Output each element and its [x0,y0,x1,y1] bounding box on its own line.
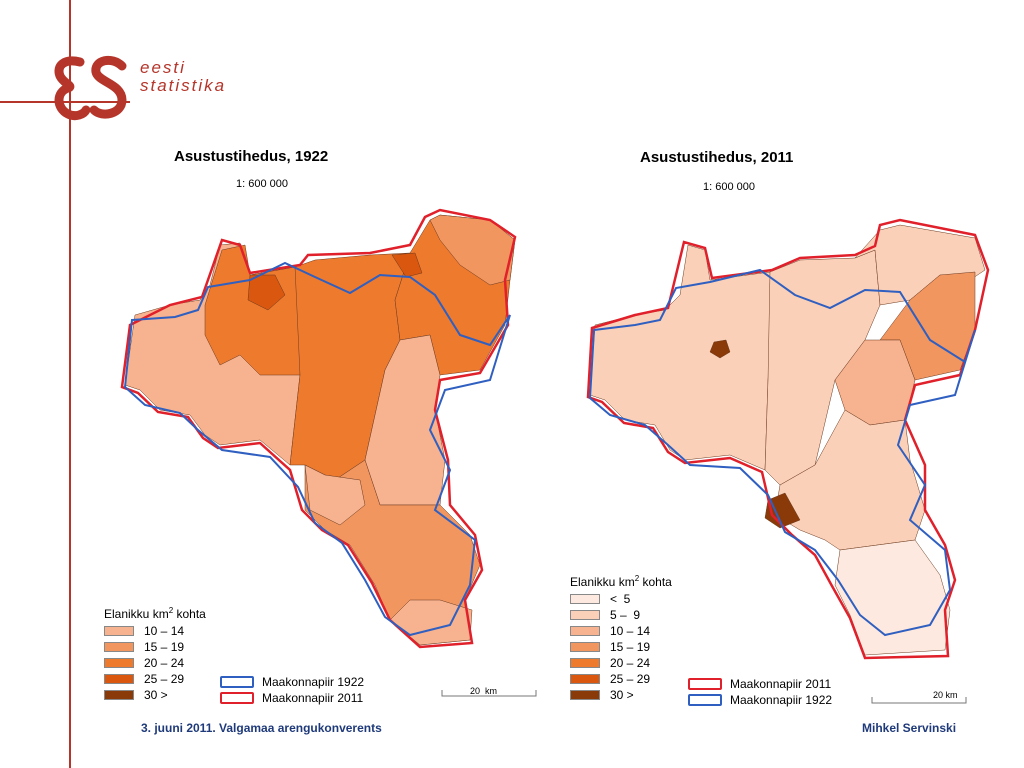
map-2011 [586,218,990,660]
map-left-title: Asustustihedus, 1922 [174,148,329,165]
legend-right-border-row: Maakonnapiir 2011 [688,676,832,692]
legend-left-title: Elanikku km2 kohta [104,606,206,621]
legend-left-class-label: 20 – 24 [144,656,185,670]
legend-right-class-label: 30 > [610,688,634,702]
scalebar-left [441,690,537,697]
scalebar-left-label: 20 km [470,686,498,696]
legend-left-border-swatch [220,676,254,688]
map-2011-region-west [589,244,776,471]
legend-right-border-label: Maakonnapiir 1922 [730,693,833,707]
legend-right: Elanikku km2 kohta < 5 5 – 9 10 – 14 15 – 1… [570,574,672,703]
legend-right-class-label: 10 – 14 [610,624,651,638]
map-left-scale: 1: 600 000 [236,178,288,190]
legend-right-class-label: 15 – 19 [610,640,651,654]
legend-right-class-swatch [570,642,600,652]
legend-right-class-row: 30 > [570,687,672,703]
legend-left-class-row: 25 – 29 [104,671,206,687]
scalebar-right [871,697,967,704]
legend-right-border-swatch [688,694,722,706]
legend-left-class-row: 30 > [104,687,206,703]
map-2011-region-southtip [834,539,951,656]
legend-right-borders: Maakonnapiir 2011 Maakonnapiir 1922 [688,676,832,708]
legend-left-class-swatch [104,626,134,636]
legend-right-border-label: Maakonnapiir 2011 [730,677,832,691]
legend-left-border-label: Maakonnapiir 2011 [262,691,364,705]
map-1922 [120,208,517,649]
map-2011-town-1 [709,339,731,359]
map-2011-border-1922 [588,268,976,637]
legend-right-classes: < 5 5 – 9 10 – 14 15 – 19 20 – 24 25 – 29 30 > [570,591,672,703]
map-1922-region-southtip [389,599,473,646]
map-right-scale: 1: 600 000 [703,181,755,193]
legend-left-class-label: 10 – 14 [144,624,185,638]
legend-right-class-swatch [570,658,600,668]
legend-right-class-row: 5 – 9 [570,607,672,623]
legend-right-class-swatch [570,610,600,620]
legend-right-class-row: 20 – 24 [570,655,672,671]
legend-left-class-row: 10 – 14 [104,623,206,639]
legend-left: Elanikku km2 kohta 10 – 14 15 – 19 20 – 24… [104,606,206,703]
map-1922-region-town2 [391,252,423,278]
legend-left-class-swatch [104,674,134,684]
legend-right-class-swatch [570,626,600,636]
map-right-title: Asustustihedus, 2011 [640,149,794,166]
legend-right-border-swatch [688,678,722,690]
legend-left-class-swatch [104,642,134,652]
legend-left-border-row: Maakonnapiir 1922 [220,674,364,690]
legend-left-border-swatch [220,692,254,704]
map-1922-region-southwest [304,464,366,526]
legend-left-class-row: 20 – 24 [104,655,206,671]
legend-right-class-row: 15 – 19 [570,639,672,655]
legend-right-class-row: 25 – 29 [570,671,672,687]
legend-right-border-row: Maakonnapiir 1922 [688,692,832,708]
map-1922-region-northeast [429,214,516,286]
legend-left-borders: Maakonnapiir 1922 Maakonnapiir 2011 [220,674,364,706]
legend-left-border-row: Maakonnapiir 2011 [220,690,364,706]
legend-left-border-label: Maakonnapiir 1922 [262,675,365,689]
legend-right-class-swatch [570,594,600,604]
footer-right: Mihkel Servinski [862,721,957,735]
legend-right-class-label: 20 – 24 [610,656,651,670]
legend-right-class-row: 10 – 14 [570,623,672,639]
legend-right-title: Elanikku km2 kohta [570,574,672,589]
logo-text-line2: statistika [140,76,227,95]
legend-left-class-label: 30 > [144,688,168,702]
frame-vertical-line [69,0,71,768]
map-2011-town-2 [764,492,801,529]
footer-left: 3. juuni 2011. Valgamaa arengukonverents [141,721,382,735]
legend-left-class-row: 15 – 19 [104,639,206,655]
legend-left-class-swatch [104,690,134,700]
legend-right-class-label: 5 – 9 [610,608,641,622]
scalebar-right-label: 20 km [933,690,958,700]
legend-right-class-swatch [570,674,600,684]
legend-right-class-label: < 5 [610,592,631,606]
es-logo-mark [54,55,127,121]
legend-right-class-row: < 5 [570,591,672,607]
legend-left-class-label: 25 – 29 [144,672,185,686]
map-1922-border-2011 [120,208,517,649]
logo-text-line1: eesti [140,58,186,77]
map-1922-border-1922 [123,261,511,637]
legend-left-class-label: 15 – 19 [144,640,185,654]
legend-right-class-swatch [570,690,600,700]
legend-left-class-swatch [104,658,134,668]
map-1922-region-southeast [364,334,446,506]
map-2011-border-2011 [586,218,990,660]
legend-left-classes: 10 – 14 15 – 19 20 – 24 25 – 29 30 > [104,623,206,703]
legend-right-class-label: 25 – 29 [610,672,651,686]
frame-horizontal-line [0,101,130,103]
map-1922-region-town [247,274,286,311]
